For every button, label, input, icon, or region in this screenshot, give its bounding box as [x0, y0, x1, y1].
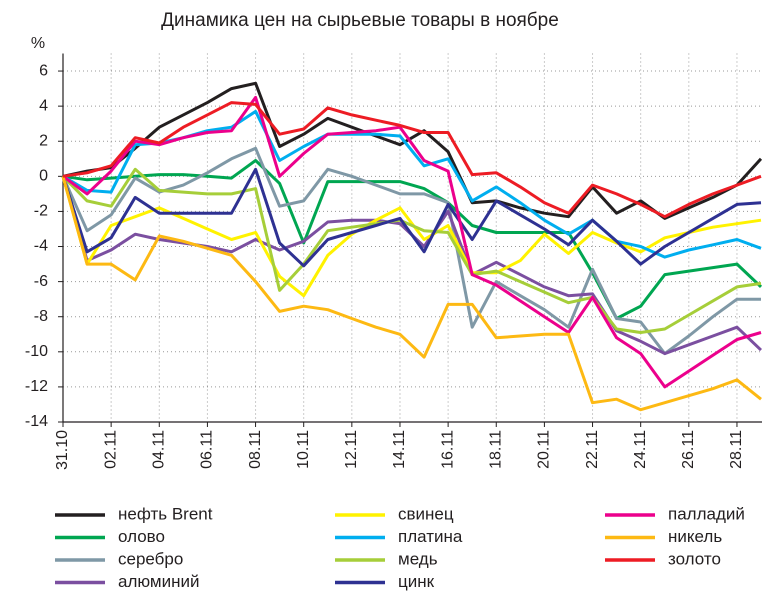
- legend-label: нефть Brent: [118, 504, 213, 523]
- x-tick-label: 26.11: [680, 430, 697, 469]
- y-tick-label: -10: [25, 343, 48, 360]
- chart-title: Динамика цен на сырьевые товары в ноябре: [161, 10, 559, 31]
- y-tick-label: 0: [39, 168, 48, 185]
- x-tick-label: 04.11: [150, 430, 167, 469]
- x-tick-label: 24.11: [632, 430, 649, 469]
- y-tick-label: -12: [25, 378, 48, 395]
- x-tick-label: 06.11: [199, 430, 216, 469]
- y-tick-label: -4: [34, 238, 48, 255]
- x-tick-label: 12.11: [343, 430, 360, 469]
- y-tick-label: 6: [39, 62, 48, 79]
- legend-label: медь: [398, 549, 438, 568]
- series-line: [61, 175, 762, 356]
- legend-label: цинк: [398, 572, 435, 591]
- y-tick-label: 4: [39, 97, 48, 114]
- x-tick-label: 02.11: [102, 430, 119, 469]
- series-line: [62, 95, 762, 389]
- legend-label: олово: [118, 527, 165, 546]
- x-tick-label: 08.11: [247, 430, 264, 469]
- series-line: [62, 81, 762, 220]
- x-tick-label: 16.11: [439, 430, 456, 469]
- y-tick-label: -14: [25, 413, 48, 430]
- legend-label: алюминий: [118, 572, 200, 591]
- legend-label: платина: [398, 527, 463, 546]
- legend-label: свинец: [398, 504, 454, 523]
- x-tick-label: 28.11: [728, 430, 745, 469]
- y-tick-label: -2: [34, 203, 48, 220]
- legend-label: палладий: [668, 504, 745, 523]
- x-tick-label: 18.11: [487, 430, 504, 469]
- x-tick-label: 20.11: [536, 430, 553, 469]
- series-line: [61, 146, 761, 356]
- series-line: [61, 175, 762, 412]
- y-tick-label: 2: [39, 132, 48, 149]
- legend-label: золото: [668, 549, 721, 568]
- x-tick-label: 10.11: [295, 430, 312, 469]
- x-tick-label: 22.11: [584, 430, 601, 469]
- y-axis-label: %: [31, 35, 45, 52]
- y-tick-label: -6: [34, 273, 48, 290]
- legend-label: никель: [668, 527, 722, 546]
- x-tick-label: 31.10: [54, 430, 71, 470]
- x-tick-label: 14.11: [391, 430, 408, 469]
- legend-label: серебро: [118, 549, 183, 568]
- series-line: [61, 167, 762, 268]
- series-line: [62, 101, 762, 219]
- y-tick-label: -8: [34, 308, 48, 325]
- series-line: [62, 159, 762, 320]
- series-line: [61, 167, 762, 334]
